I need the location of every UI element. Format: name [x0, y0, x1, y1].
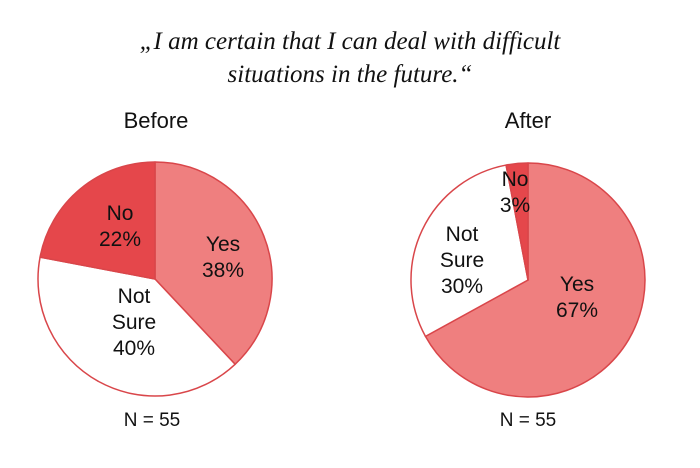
- before-label-yes: Yes 38%: [202, 233, 244, 282]
- before-label-no: No 22%: [99, 202, 141, 251]
- before-chart-title: Before: [123, 108, 189, 133]
- after-label-yes: Yes 67%: [556, 273, 598, 322]
- before-slice-not-sure: [37, 256, 236, 397]
- after-label-not-sure: Not Sure 30%: [440, 223, 484, 298]
- after-slice-no: [505, 162, 529, 281]
- after-sample-size: N = 55: [499, 410, 557, 431]
- after-slice-not-sure: [410, 164, 529, 338]
- after-chart-title: After: [504, 108, 552, 133]
- quote-line-1: „I am certain that I can deal with diffi…: [139, 28, 561, 55]
- after-label-no: No 3%: [500, 168, 530, 217]
- before-slice-no: [39, 161, 156, 280]
- quote-line-2: situations in the future.“: [227, 61, 473, 88]
- before-slice-yes: [154, 161, 273, 366]
- before-label-not-sure: Not Sure 40%: [112, 285, 156, 360]
- before-sample-size: N = 55: [123, 410, 181, 431]
- after-slice-yes: [424, 162, 646, 398]
